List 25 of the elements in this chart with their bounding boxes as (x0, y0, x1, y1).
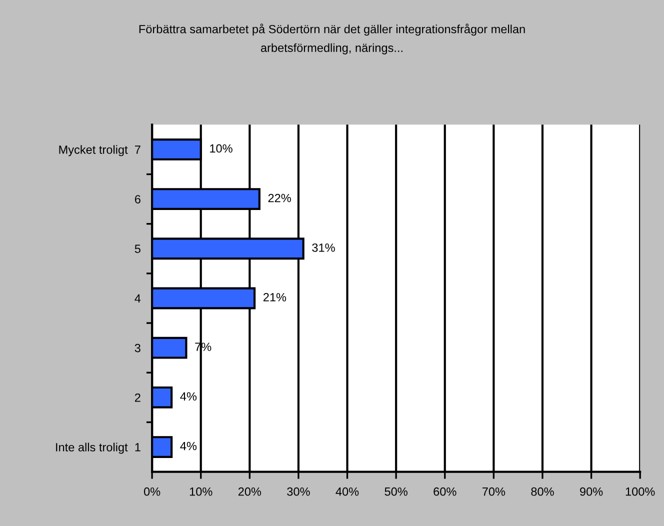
y-tick-label: 4 (134, 294, 141, 303)
x-tick-label: 40% (336, 487, 359, 496)
y-tick-label: Mycket troligt 7 (59, 145, 140, 156)
data-label: 22% (268, 194, 291, 202)
x-tick-label: 100% (626, 487, 655, 496)
x-tick-label: 80% (531, 487, 554, 496)
data-label: 4% (180, 442, 197, 450)
x-tick-label: 0% (144, 487, 160, 496)
y-tick-label: 5 (134, 244, 140, 254)
x-tick-label: 50% (384, 487, 408, 496)
x-tick-label: 60% (434, 487, 456, 496)
x-tick-label: 90% (580, 487, 603, 496)
data-label: 31% (312, 243, 335, 252)
data-label: 4% (180, 392, 197, 401)
x-tick-label: 30% (287, 487, 310, 496)
x-tick-label: 20% (238, 487, 262, 496)
x-tick-label: 70% (482, 487, 506, 496)
y-tick-label: 6 (134, 195, 140, 204)
y-tick-label: 3 (134, 344, 140, 352)
chart-title: Förbättra samarbetet på Södertörn när det gäller integrationsfrågor mellan arbetsförmedling, närings... (139, 24, 525, 54)
data-label: 10% (210, 144, 232, 153)
data-label: 21% (263, 293, 286, 302)
y-tick-label: Inte alls troligt 1 (56, 442, 140, 454)
x-tick-label: 10% (190, 487, 212, 496)
y-tick-label: 2 (134, 393, 140, 402)
